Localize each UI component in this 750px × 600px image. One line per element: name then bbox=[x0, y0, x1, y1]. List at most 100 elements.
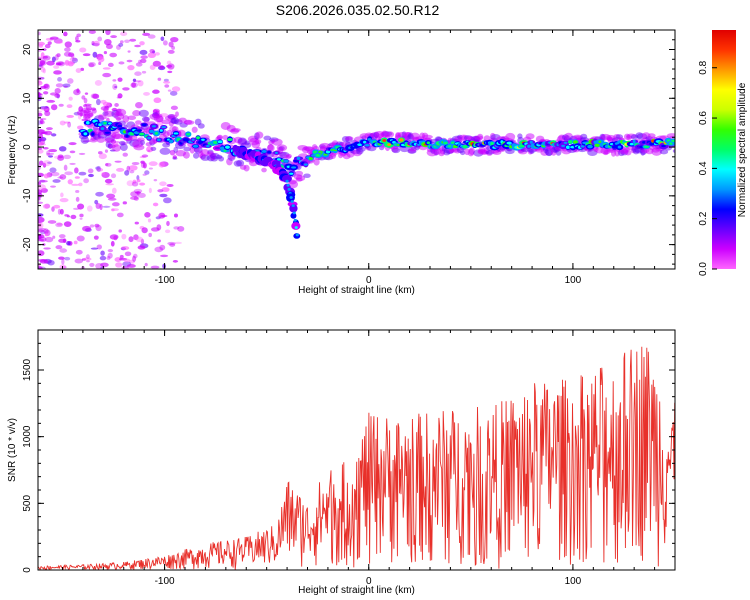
noise-speck bbox=[130, 196, 139, 200]
noise-speck bbox=[63, 31, 68, 37]
noise-speck bbox=[62, 238, 67, 244]
noise-speck bbox=[74, 176, 80, 179]
noise-speck bbox=[85, 254, 90, 260]
halo-blob bbox=[261, 167, 267, 173]
noise-speck bbox=[47, 161, 53, 165]
noise-speck bbox=[157, 77, 162, 81]
noise-speck bbox=[118, 61, 125, 65]
ridge-core bbox=[642, 140, 646, 144]
halo-blob bbox=[91, 108, 97, 114]
noise-speck bbox=[153, 178, 158, 182]
halo-blob bbox=[243, 164, 250, 172]
noise-speck bbox=[42, 203, 50, 209]
halo-blob bbox=[255, 131, 264, 139]
spectrogram-heatmap bbox=[38, 30, 675, 269]
noise-speck bbox=[87, 168, 94, 174]
halo-blob bbox=[122, 115, 130, 123]
halo-blob bbox=[303, 173, 311, 178]
noise-speck bbox=[75, 40, 81, 43]
noise-speck bbox=[63, 121, 71, 124]
halo-blob bbox=[391, 147, 401, 154]
noise-speck bbox=[57, 77, 62, 82]
noise-speck bbox=[38, 229, 45, 233]
noise-speck bbox=[135, 101, 143, 109]
noise-speck bbox=[40, 117, 47, 121]
noise-speck bbox=[74, 258, 84, 264]
x-tick-label: 0 bbox=[366, 275, 372, 286]
noise-speck bbox=[46, 150, 50, 157]
halo-blob bbox=[127, 115, 137, 121]
y-tick-label: -10 bbox=[22, 188, 33, 203]
noise-speck bbox=[66, 104, 73, 109]
noise-speck bbox=[156, 224, 162, 231]
snr-line bbox=[38, 346, 675, 570]
noise-speck bbox=[110, 35, 118, 39]
noise-speck bbox=[91, 41, 95, 46]
noise-speck bbox=[50, 185, 57, 188]
noise-speck bbox=[107, 252, 113, 259]
noise-speck bbox=[40, 188, 48, 193]
ridge-core bbox=[303, 163, 308, 166]
noise-speck bbox=[135, 191, 141, 194]
noise-speck bbox=[44, 110, 51, 117]
noise-speck bbox=[173, 213, 178, 218]
ridge-core bbox=[382, 139, 387, 142]
noise-speck bbox=[46, 60, 55, 66]
noise-speck bbox=[141, 70, 147, 74]
noise-speck bbox=[100, 262, 109, 268]
noise-speck bbox=[75, 196, 80, 202]
noise-speck bbox=[148, 187, 152, 194]
noise-speck bbox=[44, 43, 51, 49]
y-tick-label: 0 bbox=[22, 144, 33, 150]
noise-speck bbox=[77, 203, 85, 210]
noise-speck bbox=[69, 162, 76, 165]
noise-speck bbox=[160, 36, 165, 42]
noise-speck bbox=[42, 55, 48, 59]
noise-speck bbox=[147, 218, 152, 223]
ridge-core bbox=[518, 144, 525, 148]
ridge-core bbox=[186, 133, 191, 136]
ridge-core bbox=[225, 145, 230, 149]
ridge-core bbox=[387, 143, 392, 147]
spectrogram-frame bbox=[37, 29, 676, 270]
y-tick-label: 1000 bbox=[22, 425, 33, 448]
halo-blob bbox=[386, 131, 395, 138]
noise-speck bbox=[79, 213, 84, 218]
ridge-core bbox=[598, 140, 602, 144]
ridge-core bbox=[661, 144, 666, 148]
noise-speck bbox=[136, 179, 141, 183]
noise-speck bbox=[115, 262, 123, 268]
noise-speck bbox=[135, 62, 143, 67]
halo-blob bbox=[139, 139, 145, 146]
halo-blob bbox=[666, 133, 675, 139]
noise-speck bbox=[54, 87, 61, 94]
colorbar-tick-label: 0.0 bbox=[698, 262, 709, 276]
noise-speck bbox=[78, 182, 83, 187]
noise-speck bbox=[38, 227, 47, 231]
halo-blob bbox=[460, 150, 466, 156]
noise-speck bbox=[148, 161, 158, 167]
noise-speck bbox=[158, 161, 165, 168]
noise-speck bbox=[75, 68, 82, 73]
noise-speck bbox=[39, 107, 49, 111]
halo-blob bbox=[133, 144, 145, 151]
noise-speck bbox=[88, 62, 95, 68]
noise-speck bbox=[38, 59, 47, 66]
noise-speck bbox=[53, 70, 62, 75]
noise-speck bbox=[119, 40, 124, 44]
branch-core bbox=[291, 204, 295, 207]
colorbar-tick-label: 0.4 bbox=[698, 161, 709, 175]
noise-speck bbox=[38, 80, 43, 86]
branch-core bbox=[290, 200, 294, 203]
y-tick-label: 1500 bbox=[22, 358, 33, 381]
noise-speck bbox=[38, 184, 46, 191]
noise-speck bbox=[124, 170, 130, 176]
colorbar-tick-label: 0.2 bbox=[698, 211, 709, 225]
noise-speck bbox=[142, 32, 151, 37]
noise-speck bbox=[84, 103, 92, 107]
noise-speck bbox=[74, 167, 79, 174]
ridge-core bbox=[364, 143, 370, 147]
noise-speck bbox=[38, 112, 43, 117]
noise-speck bbox=[148, 232, 152, 238]
halo-blob bbox=[218, 156, 225, 162]
